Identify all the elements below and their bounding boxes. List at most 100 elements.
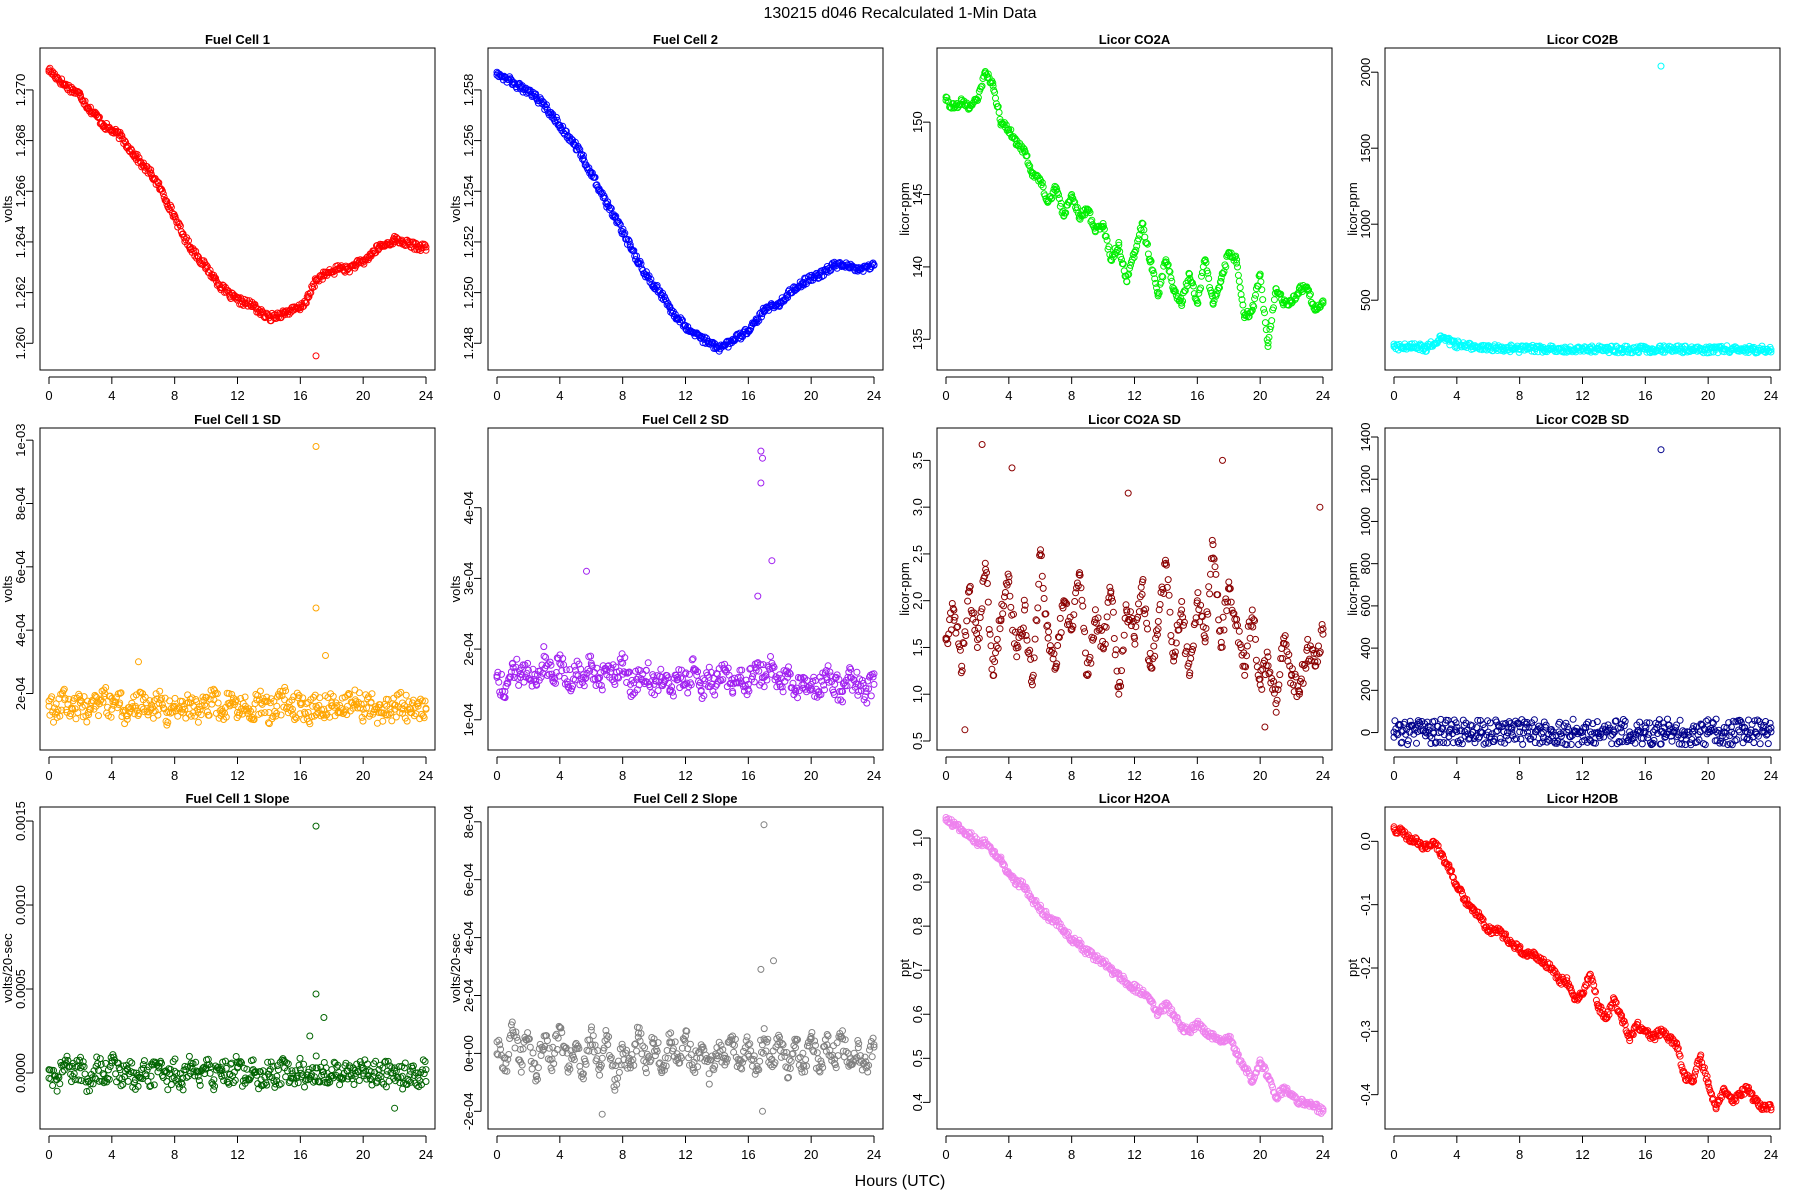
data-point bbox=[363, 254, 371, 262]
data-point bbox=[977, 83, 985, 91]
outlier-point bbox=[322, 652, 329, 659]
x-tick-label: 24 bbox=[1764, 768, 1778, 783]
y-tick-label: 8e-04 bbox=[461, 805, 476, 838]
data-point bbox=[756, 1057, 764, 1065]
data-point bbox=[1168, 277, 1176, 285]
data-point bbox=[191, 252, 199, 260]
data-point bbox=[203, 261, 210, 269]
data-point bbox=[212, 274, 219, 282]
data-point bbox=[955, 102, 963, 110]
y-tick-label: 1200 bbox=[1358, 465, 1373, 494]
plot-frame bbox=[1384, 427, 1781, 751]
data-point bbox=[422, 246, 430, 254]
data-point bbox=[350, 1081, 358, 1088]
data-point bbox=[553, 116, 561, 124]
data-point bbox=[379, 717, 387, 725]
data-point bbox=[1135, 600, 1142, 608]
x-tick-label: 0 bbox=[493, 768, 500, 783]
y-axis-label: licor-ppm bbox=[897, 182, 912, 235]
y-tick-label: 1.260 bbox=[13, 327, 28, 360]
data-point bbox=[1676, 716, 1684, 724]
panel-title: Licor CO2B bbox=[1547, 32, 1619, 47]
data-point bbox=[981, 572, 989, 580]
data-point bbox=[1123, 278, 1131, 286]
plot-frame bbox=[487, 806, 884, 1130]
data-point bbox=[1038, 179, 1046, 187]
x-tick-label: 16 bbox=[293, 768, 307, 783]
outlier-point bbox=[312, 352, 320, 360]
data-point bbox=[952, 629, 960, 637]
x-tick-label: 0 bbox=[45, 1147, 52, 1162]
data-point bbox=[1166, 608, 1174, 616]
panel-title: Fuel Cell 1 bbox=[205, 32, 270, 47]
outlier-point bbox=[1316, 503, 1324, 511]
x-tick-label: 4 bbox=[108, 768, 115, 783]
data-point bbox=[517, 1068, 525, 1076]
data-points bbox=[493, 68, 878, 355]
data-point bbox=[1248, 606, 1256, 614]
data-point bbox=[1007, 603, 1015, 611]
data-point bbox=[1304, 635, 1312, 643]
data-point bbox=[958, 667, 966, 675]
x-tick-label: 0 bbox=[493, 388, 500, 403]
data-point bbox=[694, 1063, 702, 1071]
data-point bbox=[543, 101, 550, 109]
outlier-point bbox=[757, 479, 765, 487]
y-tick-label: 1.256 bbox=[461, 124, 476, 157]
data-point bbox=[53, 1087, 61, 1095]
data-point bbox=[669, 692, 677, 700]
data-point bbox=[72, 715, 80, 723]
data-point bbox=[1007, 126, 1015, 134]
data-point bbox=[1261, 309, 1268, 317]
data-point bbox=[1227, 598, 1235, 606]
y-tick-label: 2e-04 bbox=[13, 677, 28, 710]
outlier-point bbox=[320, 1014, 328, 1021]
data-point bbox=[1205, 583, 1213, 591]
data-point bbox=[984, 70, 992, 78]
x-tick-label: 4 bbox=[1453, 388, 1460, 403]
data-point bbox=[1154, 290, 1162, 298]
y-tick-label: 1.0 bbox=[910, 685, 925, 703]
x-tick-label: 16 bbox=[293, 388, 307, 403]
x-tick-label: 4 bbox=[556, 1147, 563, 1162]
data-point bbox=[1276, 671, 1284, 679]
y-tick-label: 2.0 bbox=[910, 592, 925, 610]
data-point bbox=[220, 282, 228, 290]
x-tick-label: 16 bbox=[1638, 388, 1652, 403]
data-point bbox=[1153, 631, 1161, 639]
y-tick-label: 400 bbox=[1358, 637, 1373, 659]
data-point bbox=[1138, 219, 1146, 227]
panel-title: Fuel Cell 1 Slope bbox=[185, 791, 289, 806]
data-point bbox=[695, 677, 702, 685]
x-tick-label: 20 bbox=[1253, 388, 1267, 403]
data-point bbox=[1040, 595, 1048, 602]
figure-title: 130215 d046 Recalculated 1-Min Data bbox=[763, 5, 1036, 22]
outlier-point bbox=[312, 990, 320, 998]
data-point bbox=[1109, 608, 1117, 616]
panel-title: Fuel Cell 2 SD bbox=[642, 412, 729, 427]
data-point bbox=[1270, 689, 1278, 697]
data-point bbox=[580, 157, 588, 165]
data-point bbox=[95, 712, 102, 720]
y-tick-label: 1000 bbox=[1358, 507, 1373, 536]
y-tick-label: 800 bbox=[1358, 553, 1373, 575]
data-point bbox=[1031, 635, 1039, 643]
x-tick-label: 12 bbox=[1127, 388, 1141, 403]
data-point bbox=[1115, 239, 1123, 246]
data-point bbox=[1019, 144, 1027, 152]
y-tick-label: 1000 bbox=[1358, 210, 1373, 239]
data-point bbox=[1119, 260, 1127, 268]
data-point bbox=[96, 1055, 104, 1063]
data-point bbox=[978, 82, 986, 90]
x-tick-label: 0 bbox=[45, 388, 52, 403]
data-point bbox=[301, 1083, 308, 1091]
y-tick-label: 0e+00 bbox=[461, 1035, 476, 1072]
data-point bbox=[758, 313, 765, 321]
data-point bbox=[984, 598, 992, 606]
data-point bbox=[1252, 656, 1260, 664]
data-point bbox=[355, 1077, 363, 1084]
x-tick-label: 16 bbox=[741, 388, 755, 403]
y-tick-label: 0 bbox=[1358, 729, 1373, 736]
